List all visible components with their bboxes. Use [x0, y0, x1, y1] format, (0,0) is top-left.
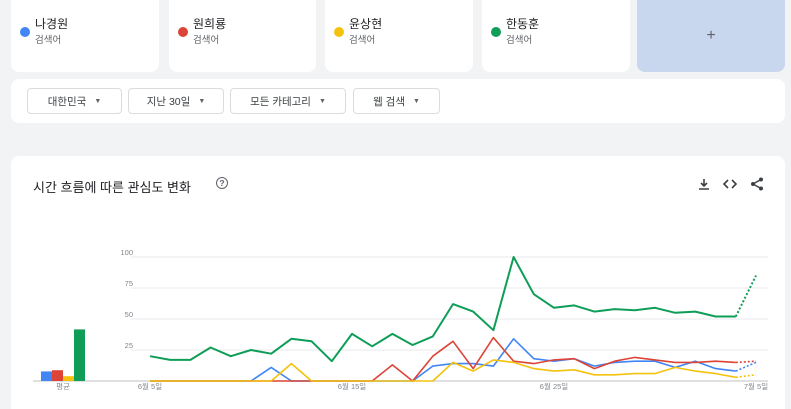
- time-range-filter[interactable]: 지난 30일 ▼: [128, 88, 224, 114]
- category-filter[interactable]: 모든 카테고리 ▼: [230, 88, 346, 114]
- filter-bar: 대한민국 ▼ 지난 30일 ▼ 모든 카테고리 ▼ 웹 검색 ▼: [11, 79, 785, 123]
- term-type: 검색어: [349, 35, 376, 46]
- series-color-dot: [20, 27, 30, 37]
- series-line-2: [150, 336, 736, 382]
- x-tick-label: 6월 25일: [540, 381, 568, 391]
- share-icon[interactable]: [749, 176, 765, 192]
- average-bar-3: [63, 376, 74, 381]
- average-bar-4: [74, 329, 85, 381]
- dropdown-caret-icon: ▼: [94, 97, 102, 105]
- x-tick-label: 7월 5일: [744, 381, 768, 391]
- add-comparison-button[interactable]: +: [637, 0, 785, 72]
- series-line-1: [150, 338, 736, 382]
- help-icon[interactable]: ?: [216, 177, 228, 189]
- series-partial-segment-1: [735, 361, 757, 372]
- x-tick-label: 6월 5일: [138, 381, 162, 391]
- term-name: 원희룡: [193, 17, 227, 31]
- series-partial-segment-3: [735, 374, 757, 379]
- term-name: 윤상현: [349, 17, 383, 31]
- dropdown-caret-icon: ▼: [198, 97, 206, 105]
- series-color-dot: [334, 27, 344, 37]
- series-partial-segment-4: [734, 275, 757, 317]
- term-card-1[interactable]: 나경원 검색어: [11, 0, 159, 72]
- term-type: 검색어: [193, 35, 220, 46]
- x-tick-label: 6월 15일: [338, 381, 366, 391]
- series-line-4: [149, 256, 736, 363]
- series-color-dot: [178, 27, 188, 37]
- search-type-filter[interactable]: 웹 검색 ▼: [353, 88, 440, 114]
- embed-code-icon[interactable]: [722, 176, 738, 192]
- term-type: 검색어: [35, 35, 62, 46]
- comparison-terms: 나경원 검색어 원희룡 검색어 윤상현 검색어 한동훈 검색어 +: [11, 0, 785, 72]
- dropdown-caret-icon: ▼: [412, 97, 420, 105]
- term-card-2[interactable]: 원희룡 검색어: [169, 0, 316, 72]
- filter-label: 웹 검색: [373, 95, 405, 108]
- filter-label: 지난 30일: [146, 95, 191, 108]
- axis-labels: 100 75 50 25 6월 5일 6월 15일 6월 25일 7월 5일 평균: [56, 248, 768, 391]
- average-bar-1: [41, 371, 52, 381]
- term-name: 나경원: [35, 17, 69, 31]
- term-card-4[interactable]: 한동훈 검색어: [482, 0, 630, 72]
- y-tick-label: 50: [125, 310, 133, 319]
- y-tick-label: 100: [120, 248, 133, 257]
- region-filter[interactable]: 대한민국 ▼: [27, 88, 122, 114]
- term-card-3[interactable]: 윤상현 검색어: [325, 0, 473, 72]
- term-name: 한동훈: [506, 17, 540, 31]
- term-type: 검색어: [506, 35, 533, 46]
- average-label: 평균: [56, 381, 70, 391]
- interest-chart: 100 75 50 25 6월 5일 6월 15일 6월 25일 7월 5일 평균: [33, 248, 768, 391]
- download-icon[interactable]: [696, 176, 712, 192]
- series-partial-segment-2: [735, 360, 757, 364]
- filter-label: 대한민국: [47, 95, 87, 108]
- interest-over-time-card: 시간 흐름에 따른 관심도 변화 ? 100 75 50 25 6월 5일 6월 15일 6…: [11, 156, 785, 409]
- series-line-3: [150, 359, 736, 382]
- dropdown-caret-icon: ▼: [318, 97, 326, 105]
- series-lines: [149, 256, 757, 382]
- plus-icon: +: [706, 27, 716, 44]
- y-tick-label: 25: [125, 341, 133, 350]
- average-bars: [41, 329, 85, 381]
- chart-title: 시간 흐름에 따른 관심도 변화: [33, 180, 191, 195]
- series-color-dot: [491, 27, 501, 37]
- filter-label: 모든 카테고리: [250, 95, 311, 108]
- y-tick-label: 75: [125, 279, 133, 288]
- average-bar-2: [52, 370, 63, 381]
